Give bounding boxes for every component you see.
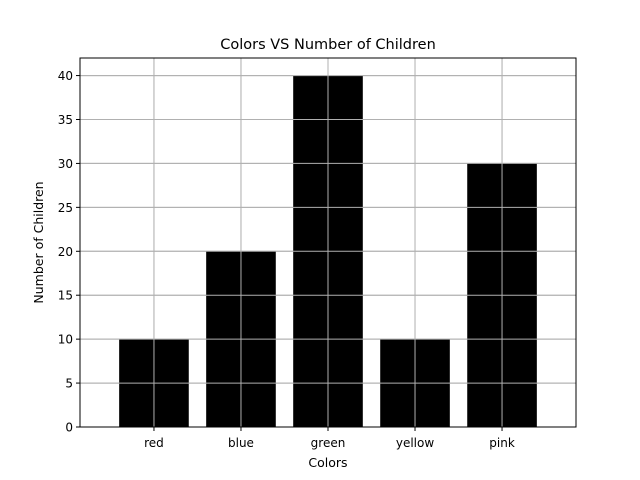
y-tick-label: 35 xyxy=(58,113,73,127)
y-tick-label: 25 xyxy=(58,201,73,215)
x-tick-label: green xyxy=(311,436,346,450)
y-axis-label: Number of Children xyxy=(31,181,46,303)
chart-title: Colors VS Number of Children xyxy=(220,37,436,53)
y-tick-label: 5 xyxy=(65,377,73,391)
y-tick-label: 10 xyxy=(58,333,73,347)
y-axis-ticks: 0 5 10 15 20 25 30 35 40 xyxy=(58,69,80,435)
y-tick-label: 30 xyxy=(58,157,73,171)
x-axis-label: Colors xyxy=(308,455,347,470)
x-tick-label: red xyxy=(144,436,164,450)
y-tick-label: 15 xyxy=(58,289,73,303)
y-tick-label: 20 xyxy=(58,245,73,259)
y-tick-label: 40 xyxy=(58,69,73,83)
grid-overlay xyxy=(80,58,576,428)
x-tick-label: blue xyxy=(228,436,254,450)
x-tick-label: yellow xyxy=(396,436,434,450)
y-tick-label: 0 xyxy=(65,421,73,435)
x-axis-ticks: red blue green yellow pink xyxy=(144,427,515,450)
x-tick-label: pink xyxy=(489,436,515,450)
